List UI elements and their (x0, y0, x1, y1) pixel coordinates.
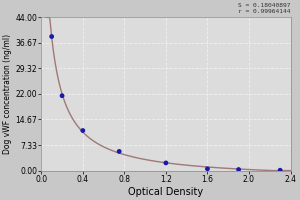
Point (278, 169, 283, 172)
Point (205, 167, 210, 170)
Point (60, 94, 64, 97)
X-axis label: Optical Density: Optical Density (128, 187, 203, 197)
Point (80, 129, 85, 132)
Text: S = 0.18040897
r = 0.99964144: S = 0.18040897 r = 0.99964144 (238, 3, 290, 14)
Point (164, 161, 168, 165)
Point (117, 150, 122, 153)
Point (236, 168, 241, 171)
Y-axis label: Dog vWF concentration (ng/ml): Dog vWF concentration (ng/ml) (4, 34, 13, 154)
Point (49, 35, 54, 38)
